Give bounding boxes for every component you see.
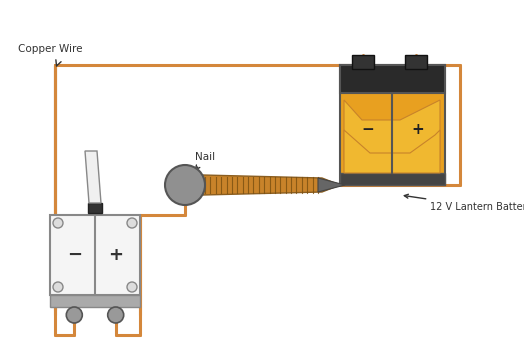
Circle shape bbox=[67, 307, 82, 323]
Bar bbox=[340, 65, 445, 93]
Polygon shape bbox=[318, 178, 345, 192]
Text: +: + bbox=[108, 246, 123, 264]
Bar bbox=[340, 173, 445, 185]
Bar bbox=[50, 295, 140, 307]
Text: Copper Wire: Copper Wire bbox=[18, 44, 82, 54]
Polygon shape bbox=[344, 100, 440, 160]
Text: −: − bbox=[67, 246, 82, 264]
Circle shape bbox=[165, 165, 205, 205]
Bar bbox=[88, 203, 102, 213]
Circle shape bbox=[127, 282, 137, 292]
Circle shape bbox=[108, 307, 124, 323]
Polygon shape bbox=[85, 151, 101, 203]
Polygon shape bbox=[203, 175, 340, 195]
Bar bbox=[50, 215, 140, 295]
Polygon shape bbox=[344, 130, 440, 173]
Circle shape bbox=[53, 282, 63, 292]
Bar bbox=[405, 55, 427, 69]
Circle shape bbox=[53, 218, 63, 228]
Text: −: − bbox=[362, 122, 374, 137]
Text: +: + bbox=[412, 122, 424, 137]
Bar bbox=[352, 55, 374, 69]
Circle shape bbox=[127, 218, 137, 228]
Text: 12 V Lantern Battery: 12 V Lantern Battery bbox=[405, 194, 524, 212]
Text: Nail: Nail bbox=[195, 152, 215, 169]
Bar bbox=[340, 65, 445, 185]
